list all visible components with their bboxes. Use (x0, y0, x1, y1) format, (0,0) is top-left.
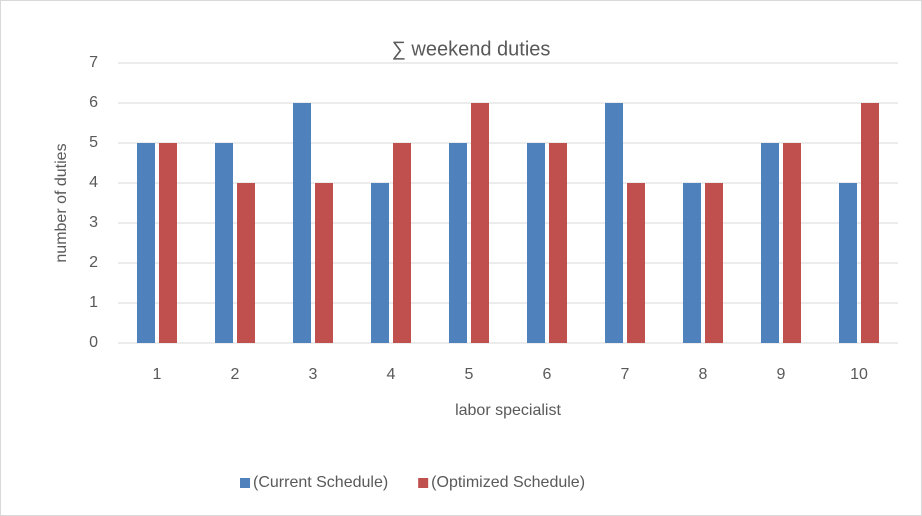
x-tick-label: 10 (850, 366, 868, 383)
y-tick-label: 7 (89, 54, 98, 71)
x-tick-label: 8 (699, 366, 708, 383)
legend-label: (Current Schedule) (253, 474, 388, 491)
bar (783, 143, 801, 343)
legend-label: (Optimized Schedule) (431, 474, 585, 491)
y-axis-label: number of duties (53, 143, 70, 262)
bar (371, 183, 389, 343)
bar (549, 143, 567, 343)
bar (237, 183, 255, 343)
bar (449, 143, 467, 343)
x-tick-label: 3 (309, 366, 318, 383)
x-tick-label: 5 (465, 366, 474, 383)
x-tick-label: 1 (153, 366, 162, 383)
bar (137, 143, 155, 343)
bar (683, 183, 701, 343)
bar (861, 103, 879, 343)
legend-swatch (240, 478, 250, 488)
x-tick-label: 2 (231, 366, 240, 383)
y-tick-label: 4 (89, 174, 98, 191)
x-axis-label: labor specialist (455, 402, 561, 419)
x-tick-label: 6 (543, 366, 552, 383)
bar (761, 143, 779, 343)
bar (471, 103, 489, 343)
y-tick-label: 3 (89, 214, 98, 231)
bar (293, 103, 311, 343)
y-tick-label: 0 (89, 334, 98, 351)
bar (393, 143, 411, 343)
y-tick-label: 6 (89, 94, 98, 111)
bar (605, 103, 623, 343)
x-tick-label: 7 (621, 366, 630, 383)
x-tick-label: 9 (777, 366, 786, 383)
bar (527, 143, 545, 343)
bar (215, 143, 233, 343)
chart-title: ∑ weekend duties (392, 38, 551, 60)
y-tick-label: 1 (89, 294, 98, 311)
bar (159, 143, 177, 343)
bar (315, 183, 333, 343)
x-tick-label: 4 (387, 366, 396, 383)
legend-swatch (418, 478, 429, 488)
y-tick-label: 5 (89, 134, 98, 151)
bar (839, 183, 857, 343)
bar (705, 183, 723, 343)
y-tick-label: 2 (89, 254, 98, 271)
bar (627, 183, 645, 343)
